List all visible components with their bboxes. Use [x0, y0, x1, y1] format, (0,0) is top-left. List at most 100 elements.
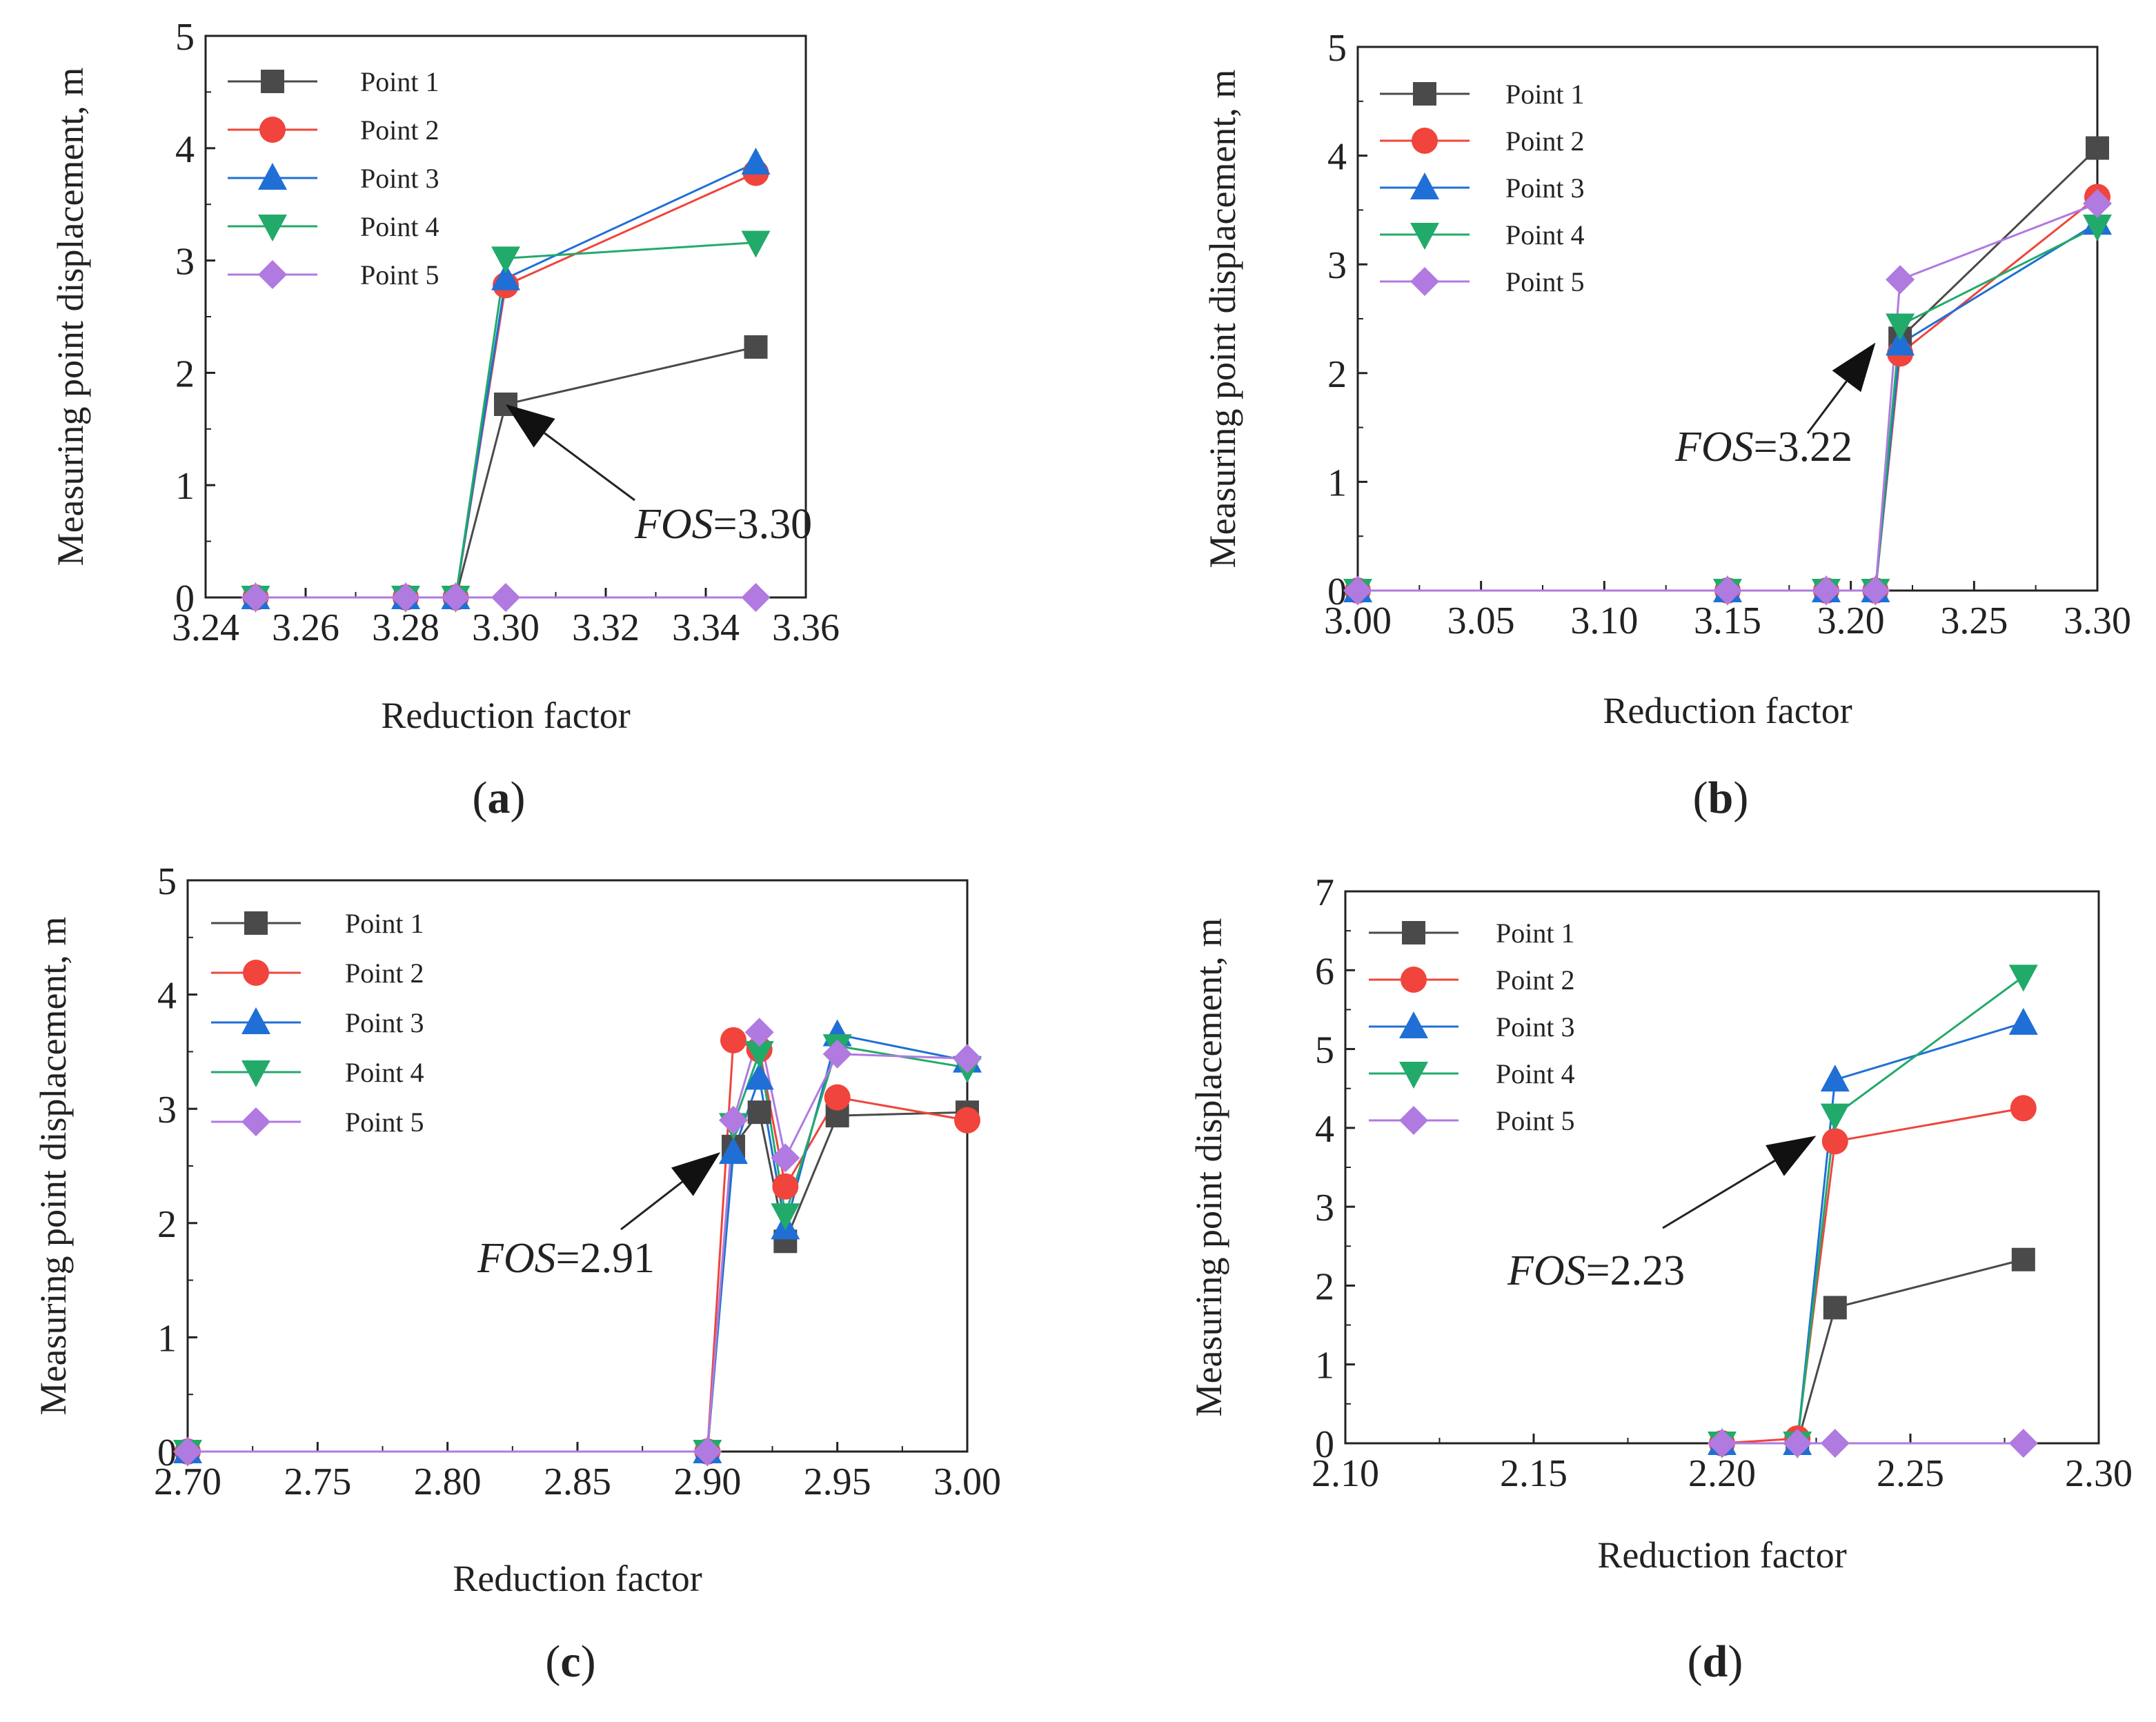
data-point-point-2 [772, 1173, 799, 1200]
chart-panel-c: 2.70 2.75 2.80 2.85 2.90 2.95 3.00 0 1 2 3 4 5 Reduct… [32, 860, 1001, 1687]
x-tick-label: 2.85 [544, 1461, 611, 1503]
y-tick-label: 3 [175, 241, 195, 284]
y-tick-label: 6 [1315, 950, 1334, 993]
y-axis-label: Measuring point displacement, m [32, 917, 74, 1416]
data-point-point-3 [2008, 1007, 2038, 1035]
x-tick-label: 3.28 [372, 606, 439, 649]
y-tick-label: 4 [1315, 1108, 1334, 1151]
panel-label: (b) [1693, 773, 1749, 823]
x-tick-label: 3.30 [472, 606, 540, 649]
data-point-point-2 [1821, 1128, 1848, 1155]
x-tick-label: 2.75 [284, 1461, 351, 1503]
x-tick-label: 3.25 [1940, 600, 2008, 642]
legend-marker [243, 960, 269, 986]
legend-label: Point 1 [1505, 79, 1584, 110]
legend-label: Point 5 [1505, 266, 1584, 297]
series-line-point-1 [1358, 147, 2099, 592]
fos-value: =3.22 [1754, 424, 1852, 471]
x-tick-label: 3.15 [1694, 600, 1761, 642]
fos-value: =2.91 [556, 1235, 655, 1282]
legend-marker [1412, 128, 1438, 154]
data-point-point-2 [720, 1027, 746, 1053]
legend-label: Point 2 [345, 958, 424, 989]
x-tick-label: 2.80 [414, 1461, 482, 1503]
panel-letter: b [1708, 773, 1734, 823]
legend-marker [1410, 267, 1439, 296]
y-tick-label: 3 [1327, 244, 1347, 287]
x-tick-label: 3.05 [1447, 600, 1515, 642]
panel-paren-open: ( [1688, 1636, 1703, 1687]
data-point-point-5 [693, 1437, 722, 1466]
data-point-point-5 [741, 583, 771, 612]
series-line-point-3 [1722, 1022, 2024, 1445]
legend-label: Point 1 [360, 66, 439, 97]
legend-label: Point 1 [1496, 918, 1574, 949]
y-tick-label: 5 [175, 16, 195, 59]
fos-italic: FOS [634, 501, 713, 548]
y-tick-label: 1 [1327, 462, 1347, 504]
annotation-arrow-shaft [1662, 1160, 1776, 1229]
legend-marker [1413, 82, 1436, 106]
panel-label: (a) [473, 773, 526, 823]
data-point-point-4 [741, 230, 771, 258]
legend-marker [1399, 1106, 1428, 1135]
data-point-point-5 [441, 583, 471, 612]
data-point-point-5 [1783, 1429, 1812, 1458]
legend-label: Point 2 [1505, 126, 1584, 157]
data-point-point-1 [747, 1100, 771, 1125]
annotation-arrow-head [506, 404, 555, 448]
x-tick-label: 2.90 [673, 1461, 741, 1503]
data-point-point-5 [771, 1143, 800, 1173]
x-tick-label: 3.20 [1817, 600, 1885, 642]
panel-label: (c) [545, 1636, 595, 1687]
y-tick-label: 2 [157, 1203, 177, 1246]
x-tick-label: 3.32 [572, 606, 640, 649]
series-line-point-1 [188, 1109, 968, 1453]
y-tick-label: 4 [1327, 136, 1347, 179]
legend-label: Point 3 [345, 1007, 424, 1038]
y-tick-label: 2 [1327, 353, 1347, 396]
x-tick-label: 3.36 [772, 606, 840, 649]
legend-marker [241, 1107, 270, 1136]
y-tick-label: 2 [175, 353, 195, 395]
y-tick-label: 1 [1315, 1345, 1334, 1387]
data-point-point-5 [2008, 1429, 2038, 1458]
panel-paren-close: ) [1728, 1636, 1743, 1687]
legend-label: Point 2 [1496, 964, 1574, 996]
data-point-point-1 [744, 335, 768, 359]
data-point-point-5 [1713, 576, 1742, 605]
data-point-point-5 [2083, 188, 2112, 218]
data-point-point-4 [491, 246, 520, 274]
legend-marker [261, 70, 284, 93]
x-tick-label: 2.20 [1688, 1452, 1756, 1495]
x-tick-label: 3.10 [1570, 600, 1638, 642]
y-tick-label: 0 [1315, 1423, 1334, 1466]
annotation-arrow-head [1766, 1136, 1817, 1176]
y-tick-label: 3 [157, 1089, 177, 1131]
y-axis-label: Measuring point displacement, m [50, 68, 91, 566]
data-point-point-4 [744, 1041, 774, 1069]
legend-label: Point 3 [1505, 172, 1584, 204]
panel-paren-close: ) [1733, 773, 1748, 823]
data-point-point-2 [2010, 1095, 2037, 1122]
y-axis-label: Measuring point displacement, m [1188, 918, 1229, 1417]
panel-paren-close: ) [511, 773, 526, 823]
legend-marker [1402, 921, 1425, 944]
legend-marker [1399, 1062, 1428, 1089]
data-point-point-5 [391, 583, 420, 612]
fos-annotation: FOS=2.91 [477, 1235, 655, 1282]
plot-frame [186, 879, 969, 1453]
x-tick-label: 2.15 [1500, 1452, 1567, 1495]
fos-value: =2.23 [1586, 1247, 1685, 1294]
y-tick-label: 7 [1315, 871, 1334, 914]
fos-annotation: FOS=2.23 [1507, 1247, 1685, 1294]
plot-frame [1356, 46, 2099, 592]
y-tick-label: 5 [1315, 1029, 1334, 1072]
legend-marker [258, 215, 287, 241]
legend-label: Point 5 [1496, 1105, 1574, 1136]
y-tick-label: 0 [1327, 571, 1347, 613]
legend-marker [1410, 172, 1439, 199]
legend-marker [241, 1007, 270, 1034]
legend-marker [1401, 967, 1427, 993]
legend-label: Point 2 [360, 115, 439, 146]
